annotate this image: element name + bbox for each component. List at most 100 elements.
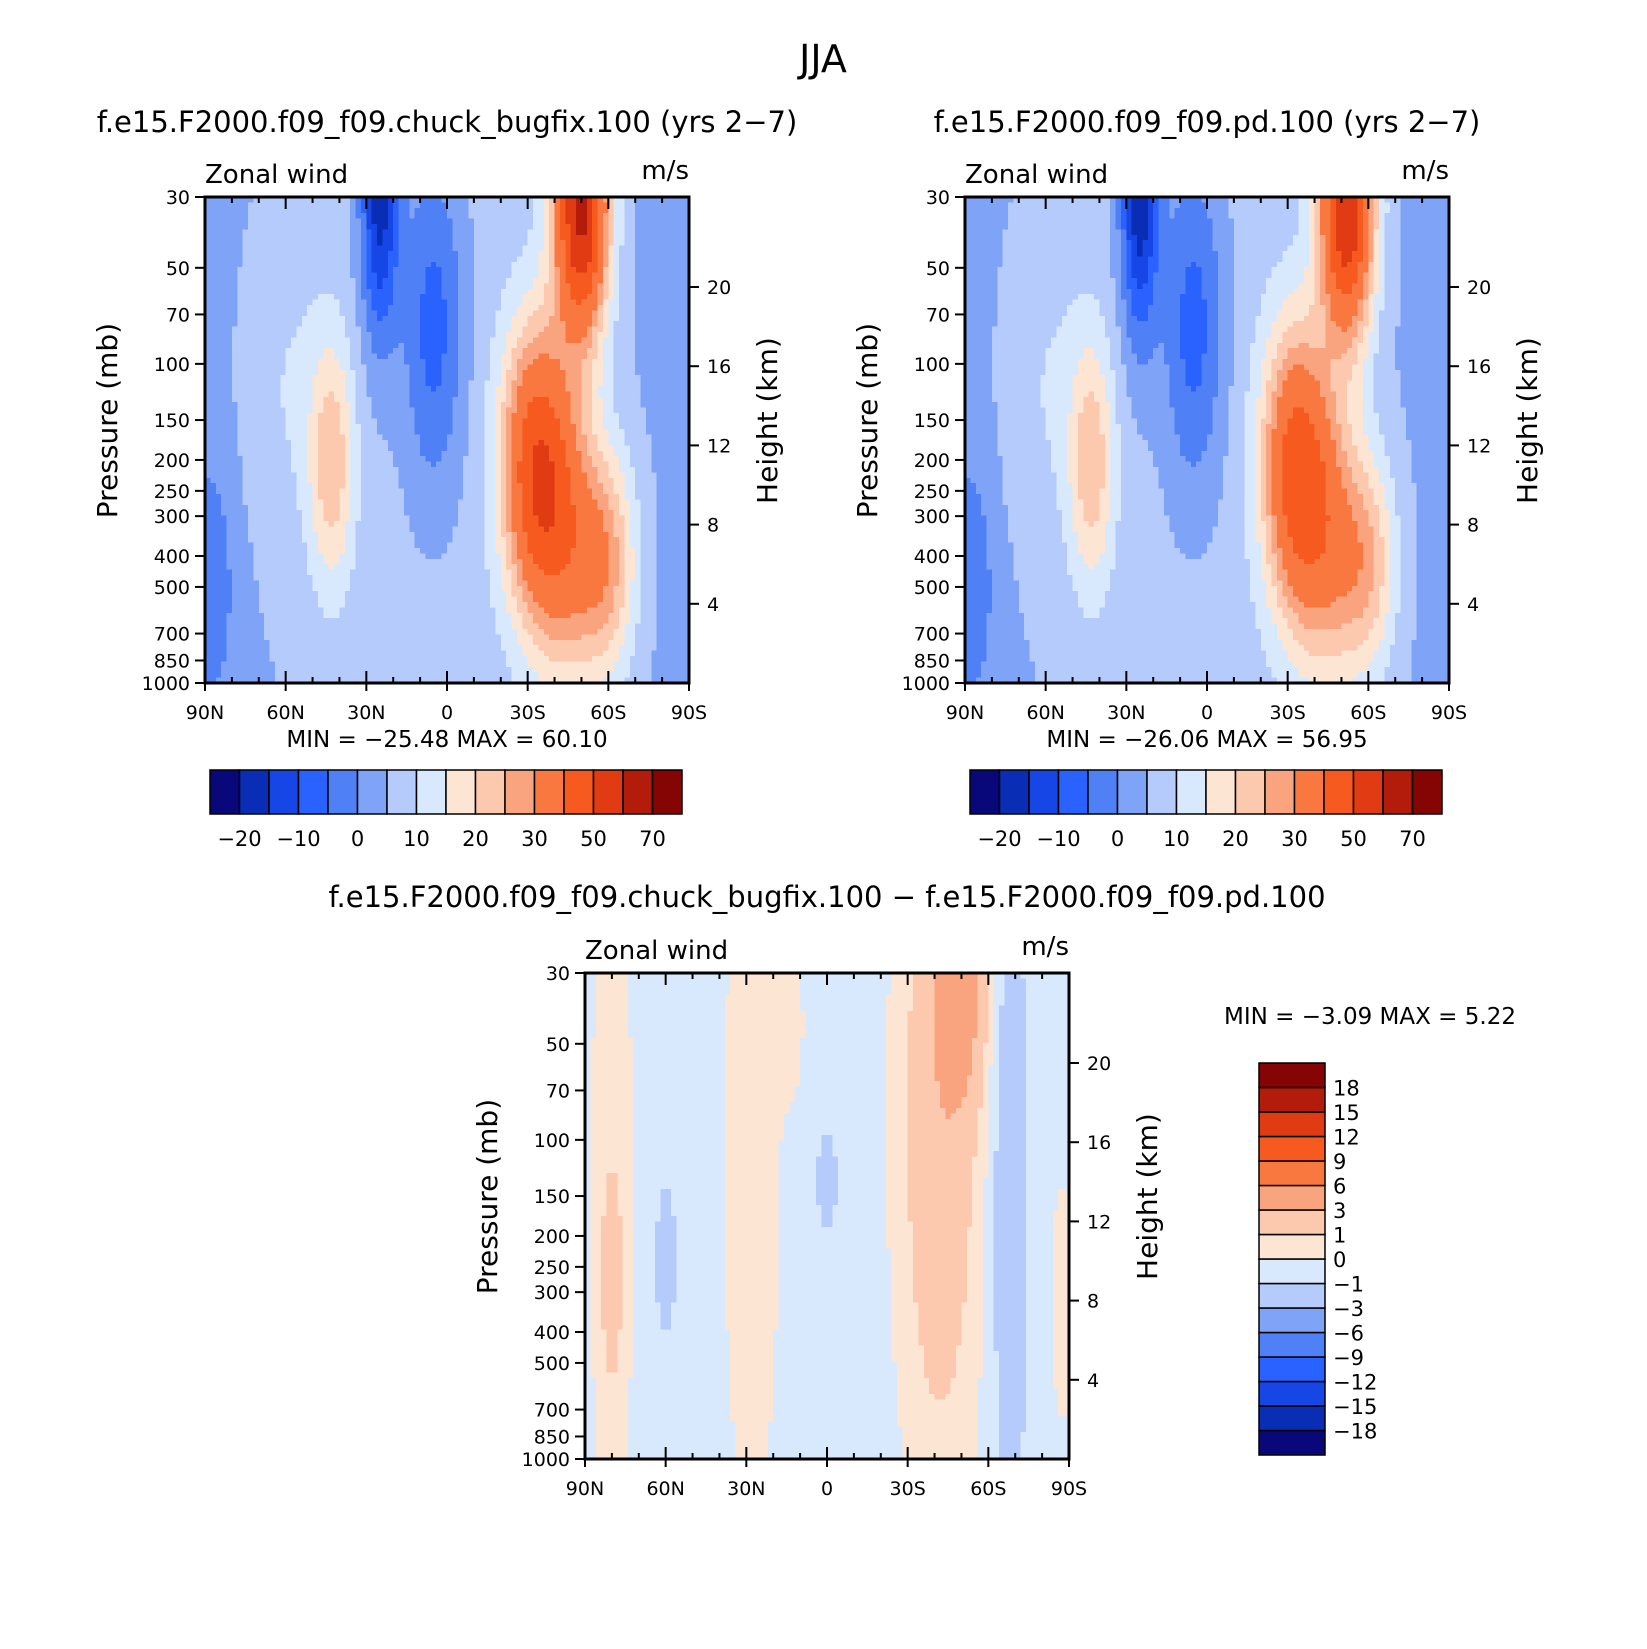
- left-label: Zonal wind: [965, 160, 1108, 190]
- x-tick-label: 30S: [1270, 702, 1306, 724]
- colorbar-tick-label: 10: [1163, 827, 1190, 851]
- y2-tick-label: 16: [1467, 356, 1491, 378]
- x-tick-label: 90S: [1051, 1478, 1087, 1500]
- left-label: Zonal wind: [205, 160, 348, 190]
- x-tick-label: 30S: [510, 702, 546, 724]
- colorbar-box: [1234, 769, 1266, 815]
- y-tick-label: 200: [154, 450, 190, 472]
- colorbar-tick-label: 0: [351, 827, 364, 851]
- colorbar-box: [1258, 1331, 1326, 1358]
- y2-tick-label: 16: [707, 356, 731, 378]
- x-tick-label: 0: [821, 1478, 833, 1500]
- colorbar-box: [1411, 769, 1443, 815]
- y-tick-label: 500: [914, 577, 950, 599]
- x-tick-label: 60S: [590, 702, 626, 724]
- colorbar-box: [386, 769, 418, 815]
- colorbar-tick-label: 50: [1340, 827, 1367, 851]
- y-tick-label: 30: [546, 963, 570, 985]
- x-tick-label: 60N: [646, 1478, 684, 1500]
- min-max-stats: MIN = −26.06 MAX = 56.95: [1046, 727, 1367, 753]
- y-tick-label: 700: [154, 624, 190, 646]
- y-tick-label: 150: [154, 410, 190, 432]
- colorbar-tick-label: −3: [1333, 1297, 1364, 1321]
- colorbar-box: [1258, 1282, 1326, 1309]
- y-tick-label: 1000: [522, 1449, 570, 1471]
- y2-tick-label: 8: [707, 515, 719, 537]
- y2-tick-label: 12: [707, 435, 731, 457]
- y-tick-label: 300: [534, 1282, 570, 1304]
- contour-field: [965, 197, 1450, 684]
- x-tick-label: 0: [441, 702, 453, 724]
- panel-title: f.e15.F2000.f09_f09.chuck_bugfix.100 (yr…: [97, 105, 798, 139]
- colorbar-box: [1293, 769, 1325, 815]
- colorbar: −20 −10 0 10 20 30 50 70: [969, 769, 1443, 851]
- colorbar-tick-label: 15: [1333, 1101, 1360, 1125]
- colorbar-box: [1258, 1111, 1326, 1138]
- colorbar-box: [297, 769, 329, 815]
- colorbar-box: [209, 769, 241, 815]
- colorbar-box: [1258, 1160, 1326, 1187]
- colorbar-box: [1028, 769, 1060, 815]
- colorbar-box: [622, 769, 654, 815]
- contour-field: [585, 973, 1070, 1460]
- y-tick-label: 100: [534, 1130, 570, 1152]
- colorbar-box: [1258, 1233, 1326, 1260]
- colorbar-box: [1352, 769, 1384, 815]
- y-tick-label: 150: [534, 1186, 570, 1208]
- y-axis-label: Pressure (mb): [851, 323, 884, 518]
- x-tick-label: 60S: [1350, 702, 1386, 724]
- y-axis-label: Pressure (mb): [91, 323, 124, 518]
- units-label: m/s: [1401, 156, 1449, 186]
- y-tick-label: 50: [926, 258, 950, 280]
- panel-title: f.e15.F2000.f09_f09.chuck_bugfix.100 − f…: [328, 880, 1325, 914]
- colorbar-box: [356, 769, 388, 815]
- y-tick-label: 850: [534, 1426, 570, 1448]
- y-tick-label: 700: [534, 1400, 570, 1422]
- x-tick-label: 90N: [946, 702, 984, 724]
- x-tick-label: 60S: [970, 1478, 1006, 1500]
- x-tick-label: 90N: [566, 1478, 604, 1500]
- y2-tick-label: 8: [1467, 515, 1479, 537]
- y-tick-label: 250: [154, 481, 190, 503]
- colorbar-box: [327, 769, 359, 815]
- colorbar-tick-label: 0: [1111, 827, 1124, 851]
- y2-tick-label: 16: [1087, 1132, 1111, 1154]
- colorbar-box: [1258, 1429, 1326, 1456]
- y-axis-label: Pressure (mb): [471, 1099, 504, 1294]
- colorbar-box: [1258, 1209, 1326, 1236]
- y-tick-label: 30: [166, 187, 190, 209]
- y2-tick-label: 12: [1467, 435, 1491, 457]
- colorbar-box: [415, 769, 447, 815]
- colorbar-tick-label: 30: [521, 827, 548, 851]
- y-tick-label: 1000: [142, 673, 190, 695]
- y-tick-label: 70: [546, 1080, 570, 1102]
- colorbar-tick-label: −10: [1036, 827, 1080, 851]
- x-axis: 90N 60N 30N 0 30S 60S 90S: [946, 197, 1467, 724]
- units-label: m/s: [1021, 932, 1069, 962]
- colorbar-box: [238, 769, 270, 815]
- colorbar-box: [1258, 1258, 1326, 1285]
- x-tick-label: 90S: [671, 702, 707, 724]
- colorbar-tick-label: 18: [1333, 1077, 1360, 1101]
- y-tick-label: 300: [914, 506, 950, 528]
- colorbar-box: [969, 769, 1001, 815]
- colorbar-box: [592, 769, 624, 815]
- y-tick-label: 300: [154, 506, 190, 528]
- colorbar-box: [1258, 1086, 1326, 1113]
- colorbar: −20 −10 0 10 20 30 50 70: [209, 769, 683, 851]
- left-label: Zonal wind: [585, 936, 728, 966]
- colorbar-box: [268, 769, 300, 815]
- y-tick-label: 50: [546, 1034, 570, 1056]
- y-tick-label: 250: [914, 481, 950, 503]
- y-tick-label: 500: [154, 577, 190, 599]
- y-tick-label: 30: [926, 187, 950, 209]
- colorbar-box: [1258, 1307, 1326, 1334]
- y2-tick-label: 20: [707, 277, 731, 299]
- y-tick-label: 400: [154, 546, 190, 568]
- colorbar-box: [1116, 769, 1148, 815]
- colorbar-box: [445, 769, 477, 815]
- colorbar-tick-label: −10: [276, 827, 320, 851]
